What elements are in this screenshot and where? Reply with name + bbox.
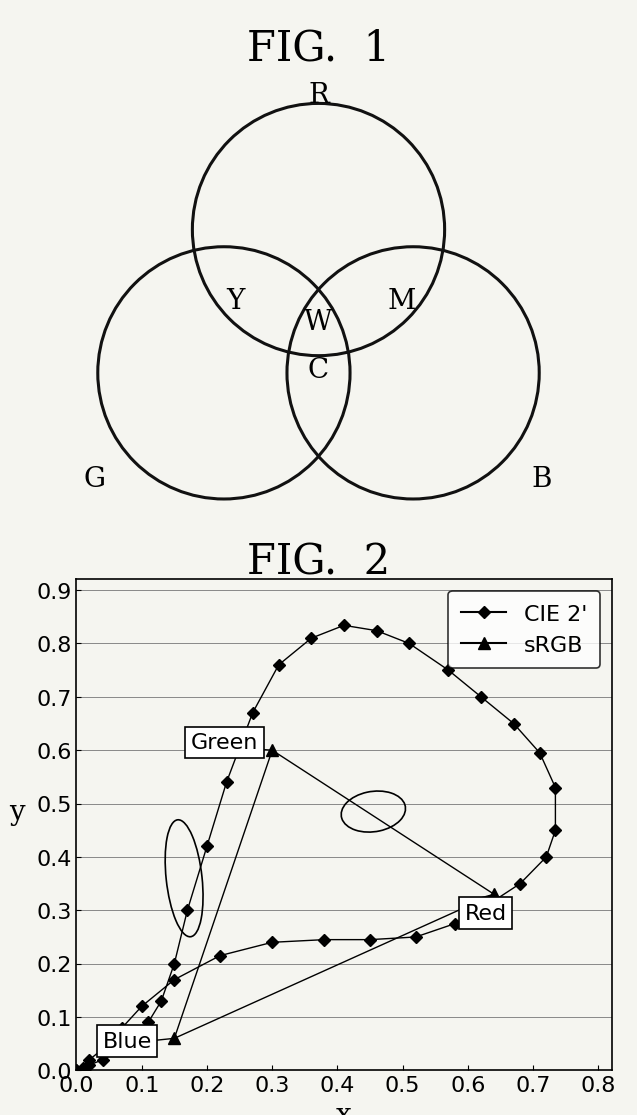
Text: G: G: [84, 466, 106, 493]
CIE 2': [85, 1053, 93, 1066]
Y-axis label: y: y: [9, 798, 24, 825]
CIE 2': [118, 1021, 126, 1035]
sRGB: [171, 1031, 178, 1045]
CIE 2': [536, 746, 543, 759]
Text: B: B: [532, 466, 552, 493]
Line: CIE 2': CIE 2': [72, 621, 559, 1075]
CIE 2': [99, 1043, 106, 1056]
CIE 2': [73, 1064, 80, 1077]
CIE 2': [373, 624, 380, 638]
CIE 2': [183, 904, 191, 918]
CIE 2': [517, 878, 524, 891]
CIE 2': [445, 663, 452, 677]
Text: Green: Green: [190, 733, 258, 753]
CIE 2': [405, 637, 413, 650]
CIE 2': [412, 930, 420, 943]
CIE 2': [157, 995, 165, 1008]
CIE 2': [118, 1043, 126, 1056]
CIE 2': [366, 933, 374, 947]
CIE 2': [249, 707, 257, 720]
CIE 2': [223, 776, 231, 789]
Text: C: C: [308, 357, 329, 384]
Text: Y: Y: [226, 289, 245, 316]
CIE 2': [203, 840, 211, 853]
CIE 2': [477, 690, 485, 704]
CIE 2': [131, 1031, 139, 1045]
Text: M: M: [387, 289, 416, 316]
X-axis label: x: x: [336, 1101, 352, 1115]
CIE 2': [483, 899, 491, 912]
CIE 2': [320, 933, 328, 947]
CIE 2': [171, 973, 178, 987]
CIE 2': [552, 824, 559, 837]
CIE 2': [340, 619, 348, 632]
CIE 2': [543, 851, 550, 864]
Text: Blue: Blue: [103, 1031, 152, 1051]
CIE 2': [275, 659, 283, 672]
CIE 2': [138, 1000, 145, 1014]
sRGB: [268, 744, 276, 757]
Text: FIG.  1: FIG. 1: [247, 28, 390, 70]
Line: sRGB: sRGB: [169, 745, 499, 1044]
CIE 2': [308, 632, 315, 646]
Text: R: R: [308, 83, 329, 109]
CIE 2': [85, 1058, 93, 1072]
CIE 2': [268, 935, 276, 949]
CIE 2': [451, 917, 459, 930]
Text: W: W: [304, 309, 333, 336]
CIE 2': [79, 1061, 87, 1075]
Text: FIG.  2: FIG. 2: [247, 541, 390, 583]
Legend: CIE 2', sRGB: CIE 2', sRGB: [448, 591, 601, 669]
CIE 2': [216, 949, 224, 962]
CIE 2': [171, 957, 178, 970]
Text: Red: Red: [465, 903, 507, 923]
CIE 2': [145, 1016, 152, 1029]
sRGB: [490, 888, 498, 901]
CIE 2': [99, 1053, 106, 1066]
CIE 2': [552, 782, 559, 795]
CIE 2': [510, 717, 517, 730]
CIE 2': [73, 1064, 80, 1077]
